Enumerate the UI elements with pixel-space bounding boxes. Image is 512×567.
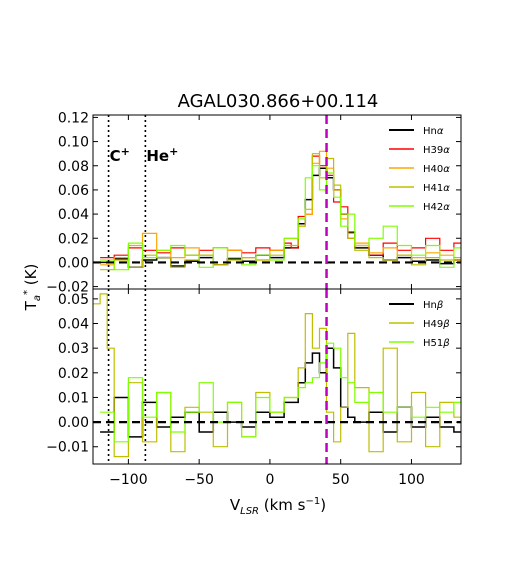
alpha-legend-label-main: H41 xyxy=(423,183,443,194)
alpha-y-tick-label: 0.12 xyxy=(58,110,89,126)
marker-label-0: C+ xyxy=(110,145,130,165)
alpha-legend-label-main: H42 xyxy=(423,202,443,213)
beta-legend-label-main: Hn xyxy=(423,300,437,311)
x-tick-label: −100 xyxy=(109,472,147,488)
alpha-series-1-line xyxy=(100,155,461,259)
beta-plot-area xyxy=(93,289,461,464)
beta-legend-label-2: H51β xyxy=(423,338,450,349)
x-axis-label-main: V xyxy=(230,496,241,514)
alpha-series-3-line xyxy=(100,153,461,271)
alpha-y-tick-label: 0.02 xyxy=(58,231,89,247)
alpha-legend-label-0: Hnα xyxy=(423,126,444,137)
marker-label-sup: + xyxy=(169,145,178,158)
beta-legend-label-greek: β xyxy=(442,338,450,349)
beta-y-tick-label: 0.02 xyxy=(58,366,89,382)
alpha-series-4-line xyxy=(100,165,461,271)
alpha-legend-label-2: H40α xyxy=(423,164,450,175)
x-axis-label: VLSR (km s−1) xyxy=(230,496,326,517)
x-tick-label: −50 xyxy=(184,472,214,488)
alpha-legend-label-4: H42α xyxy=(423,202,450,213)
marker-label-main: C xyxy=(110,147,121,165)
x-tick-label: 100 xyxy=(398,472,425,488)
beta-frame xyxy=(92,288,462,465)
marker-label-1: He+ xyxy=(146,145,178,165)
beta-y-tick-label: 0.03 xyxy=(58,341,89,357)
beta-series-2-line xyxy=(100,342,461,443)
x-tick-label: 50 xyxy=(332,472,350,488)
alpha-y-tick-label: 0.06 xyxy=(58,183,89,199)
alpha-y-tick-label: −0.02 xyxy=(46,280,89,296)
beta-legend-label-greek: β xyxy=(436,300,444,311)
alpha-legend-label-main: Hn xyxy=(423,126,437,137)
x-axis-label-rest: (km s xyxy=(259,496,306,514)
alpha-series-0-line xyxy=(100,167,461,269)
beta-y-tick-label: 0.05 xyxy=(58,292,89,308)
beta-legend-label-0: Hnβ xyxy=(423,300,444,311)
beta-legend-label-1: H49β xyxy=(423,319,450,330)
x-axis-label-end: ) xyxy=(320,496,326,514)
beta-series-1-line xyxy=(93,293,461,458)
beta-legend-label-main: H51 xyxy=(423,338,443,349)
beta-y-tick-label: −0.01 xyxy=(46,440,89,456)
alpha-legend-label-greek: α xyxy=(443,145,450,156)
beta-series-0-line xyxy=(100,347,461,438)
alpha-plot-area xyxy=(93,115,461,289)
x-axis-label-sub: LSR xyxy=(240,506,259,517)
alpha-legend-label-3: H41α xyxy=(423,183,450,194)
marker-label-sup: + xyxy=(121,145,130,158)
x-axis-label-sup: −1 xyxy=(306,496,321,507)
alpha-y-tick-label: 0.10 xyxy=(58,135,89,151)
marker-label-main: He xyxy=(146,147,169,165)
alpha-legend-label-greek: α xyxy=(437,126,444,137)
beta-y-tick-label: 0.00 xyxy=(58,415,89,431)
alpha-legend-label-1: H39α xyxy=(423,145,450,156)
y-axis-label-rest: (K) xyxy=(22,264,40,290)
beta-legend-label-greek: β xyxy=(442,319,450,330)
alpha-legend-label-greek: α xyxy=(443,183,450,194)
alpha-legend-label-main: H40 xyxy=(423,164,443,175)
alpha-y-tick-label: 0.00 xyxy=(58,255,89,271)
y-axis-label-sub: a xyxy=(32,295,43,301)
x-tick-labels: −100 −50 0 50 100 xyxy=(109,472,425,488)
alpha-y-tick-label: 0.04 xyxy=(58,207,89,223)
y-axis-label-main: T xyxy=(22,300,40,311)
alpha-legend-label-greek: α xyxy=(443,164,450,175)
alpha-y-tick-label: 0.08 xyxy=(58,159,89,175)
chart-title: AGAL030.866+00.114 xyxy=(178,91,379,112)
alpha-legend-label-greek: α xyxy=(443,202,450,213)
x-tick-label: 0 xyxy=(265,472,274,488)
y-axis-label-sup: * xyxy=(22,290,33,295)
alpha-legend-label-main: H39 xyxy=(423,145,443,156)
beta-legend-label-main: H49 xyxy=(423,319,443,330)
alpha-panel: −0.020.000.020.040.060.080.100.12HnαH39α… xyxy=(46,110,462,296)
y-axis-label: Ta* (K) xyxy=(22,264,43,312)
beta-y-tick-label: 0.01 xyxy=(58,390,89,406)
beta-y-tick-label: 0.04 xyxy=(58,317,89,333)
